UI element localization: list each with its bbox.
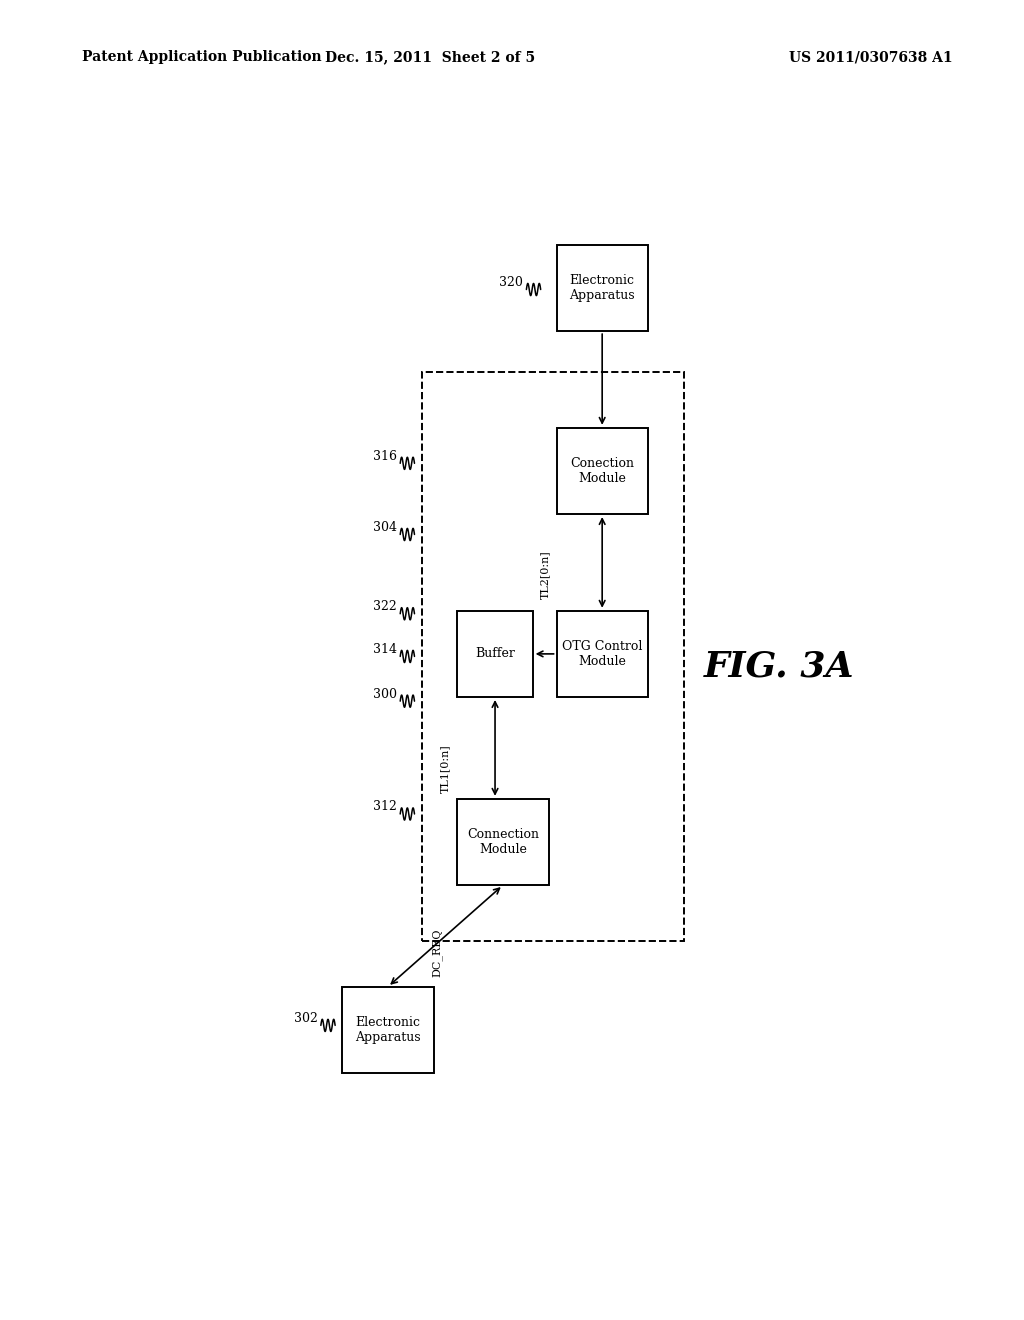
Text: FIG. 3A: FIG. 3A	[703, 649, 854, 684]
Text: Buffer: Buffer	[475, 647, 515, 660]
Text: Conection
Module: Conection Module	[570, 457, 634, 484]
Bar	[458, 799, 549, 886]
Text: TL1[0:n]: TL1[0:n]	[440, 744, 451, 792]
Text: Patent Application Publication: Patent Application Publication	[82, 50, 322, 65]
Text: 320: 320	[500, 276, 523, 289]
Bar	[422, 372, 684, 941]
Text: 314: 314	[373, 643, 397, 656]
Text: Electronic
Apparatus: Electronic Apparatus	[355, 1016, 421, 1044]
Bar	[557, 244, 648, 331]
Bar	[557, 428, 648, 515]
Text: 316: 316	[373, 450, 397, 463]
Text: 312: 312	[373, 800, 397, 813]
Text: OTG Control
Module: OTG Control Module	[562, 640, 642, 668]
Text: 322: 322	[374, 601, 397, 612]
Text: TL2[0:n]: TL2[0:n]	[540, 550, 550, 599]
Text: 304: 304	[373, 521, 397, 533]
Text: Connection
Module: Connection Module	[467, 828, 539, 855]
Text: Dec. 15, 2011  Sheet 2 of 5: Dec. 15, 2011 Sheet 2 of 5	[325, 50, 536, 65]
Bar	[458, 611, 532, 697]
Text: 302: 302	[294, 1011, 317, 1024]
Text: DC_REQ: DC_REQ	[432, 929, 442, 978]
Text: 300: 300	[373, 688, 397, 701]
Bar	[557, 611, 648, 697]
Text: Electronic
Apparatus: Electronic Apparatus	[569, 275, 635, 302]
Text: US 2011/0307638 A1: US 2011/0307638 A1	[788, 50, 952, 65]
Bar	[342, 987, 433, 1073]
